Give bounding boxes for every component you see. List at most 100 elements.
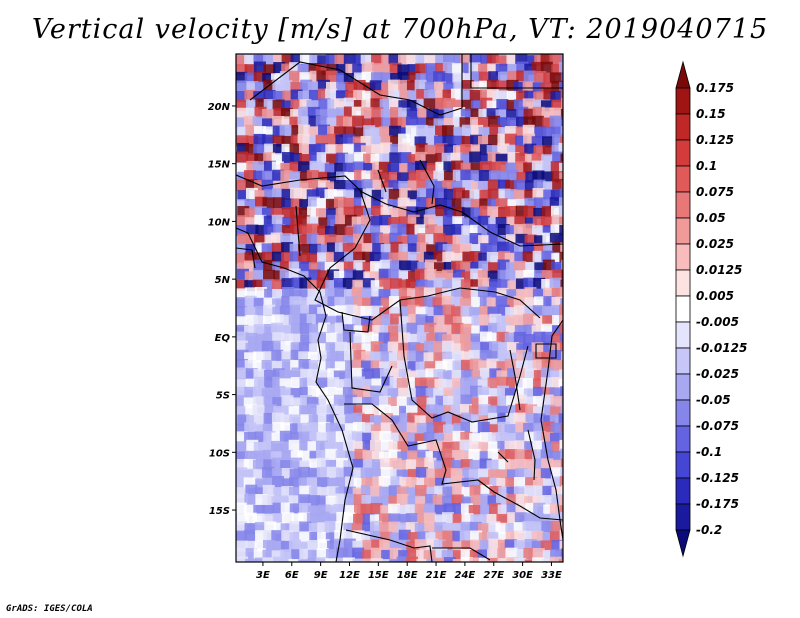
field-cell xyxy=(317,270,330,282)
field-cell xyxy=(326,549,339,561)
field-cell xyxy=(434,324,447,336)
field-cell xyxy=(407,432,420,444)
field-cell xyxy=(451,343,464,355)
country-borders xyxy=(236,54,563,562)
field-cell xyxy=(523,269,536,281)
field-cell xyxy=(327,540,340,552)
field-cell xyxy=(405,405,418,417)
field-cell xyxy=(372,333,385,345)
field-cell xyxy=(462,190,475,202)
field-cell xyxy=(342,162,355,174)
field-cell xyxy=(344,226,357,238)
field-cell xyxy=(543,478,556,490)
field-cell xyxy=(559,188,563,200)
field-cell xyxy=(470,279,483,291)
field-cell xyxy=(489,278,502,290)
field-cell xyxy=(253,252,266,264)
field-cell xyxy=(469,307,482,319)
field-cell xyxy=(443,82,456,94)
field-cell xyxy=(335,477,348,489)
lat-label: 5N xyxy=(215,275,231,286)
field-cell xyxy=(236,467,248,479)
field-cell xyxy=(272,135,285,147)
field-cell xyxy=(515,403,528,415)
field-cell xyxy=(505,162,518,174)
field-cell xyxy=(236,475,247,487)
field-cell xyxy=(506,298,519,310)
field-cell xyxy=(255,196,268,208)
field-cell xyxy=(460,557,473,562)
field-cell xyxy=(550,359,563,371)
field-cell xyxy=(336,107,349,119)
field-cell xyxy=(477,421,490,433)
field-cell xyxy=(244,199,257,211)
field-cell xyxy=(370,153,383,165)
field-cell xyxy=(406,397,419,409)
field-cell xyxy=(433,305,446,317)
field-cell xyxy=(263,539,276,551)
field-cell xyxy=(552,151,563,163)
field-cell xyxy=(299,297,312,309)
field-cell xyxy=(389,232,402,244)
field-cell xyxy=(504,332,517,344)
field-cell xyxy=(335,208,348,220)
field-cell xyxy=(378,332,391,344)
field-cell xyxy=(444,206,457,218)
field-cell xyxy=(523,334,536,346)
field-cell xyxy=(406,223,419,235)
field-cell xyxy=(434,504,447,516)
field-cell xyxy=(353,349,366,361)
field-cell xyxy=(316,197,329,209)
field-cell xyxy=(381,54,394,64)
field-cell xyxy=(399,260,412,272)
field-cell xyxy=(397,116,410,128)
field-cell xyxy=(273,62,286,74)
field-cell xyxy=(325,342,338,354)
field-cell xyxy=(388,179,401,191)
field-cell xyxy=(426,486,439,498)
field-cell xyxy=(442,495,455,507)
field-cell xyxy=(272,513,285,525)
field-cell xyxy=(253,442,266,454)
field-cell xyxy=(315,64,328,76)
field-cell xyxy=(423,503,436,515)
field-cell xyxy=(558,62,563,74)
field-cell xyxy=(496,513,509,525)
field-cell xyxy=(363,233,376,245)
field-cell xyxy=(460,261,473,273)
field-cell xyxy=(541,360,554,372)
field-cell xyxy=(514,377,527,389)
field-cell xyxy=(380,63,393,75)
field-cell xyxy=(327,368,340,380)
field-cell xyxy=(344,171,357,183)
field-cell xyxy=(487,179,500,191)
field-cell xyxy=(299,521,312,533)
field-cell xyxy=(380,422,393,434)
field-cell xyxy=(542,558,555,562)
field-cell xyxy=(351,287,364,299)
lon-label: 18E xyxy=(397,570,418,581)
field-cell xyxy=(334,126,347,138)
field-cell xyxy=(514,440,527,452)
field-cell xyxy=(405,504,418,516)
field-cell xyxy=(441,448,454,460)
field-cell xyxy=(522,98,535,110)
field-cell xyxy=(426,162,439,174)
field-cell xyxy=(353,197,366,209)
field-cell xyxy=(424,55,437,67)
field-cell xyxy=(423,352,436,364)
field-cell xyxy=(435,62,448,74)
field-cell xyxy=(290,349,303,361)
field-cell xyxy=(460,271,473,283)
field-cell xyxy=(325,422,338,434)
field-cell xyxy=(496,376,509,388)
field-cell xyxy=(549,232,562,244)
field-cell xyxy=(388,269,401,281)
field-cell xyxy=(504,205,517,217)
field-cell xyxy=(288,486,301,498)
field-cell xyxy=(271,242,284,254)
field-cell xyxy=(335,305,348,317)
field-cell xyxy=(479,189,492,201)
field-cell xyxy=(236,513,249,525)
field-cell xyxy=(407,214,420,226)
